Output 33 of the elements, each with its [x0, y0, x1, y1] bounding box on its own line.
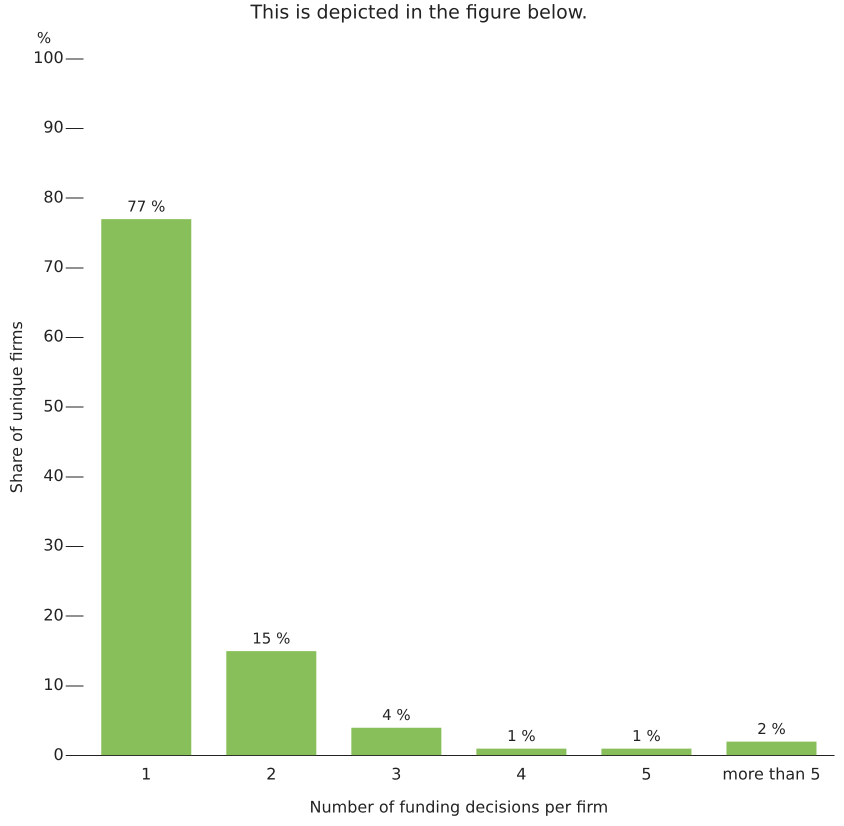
x-tick-label: 5: [641, 764, 652, 784]
y-tick-label: 40: [43, 466, 64, 486]
y-tick-label: 10: [43, 675, 64, 694]
bar: [601, 748, 692, 756]
x-tick-label: 4: [516, 764, 526, 784]
y-tick-label: 30: [43, 536, 64, 555]
y-axis-title: Share of unique firms: [6, 321, 26, 494]
x-tick-label: 1: [141, 764, 152, 784]
bar: [351, 728, 442, 756]
y-tick-label: 70: [43, 256, 64, 276]
y-tick-label: 0: [54, 744, 64, 764]
x-tick-label: 2: [266, 764, 276, 784]
bar: [101, 219, 192, 756]
data-label: 1 %: [507, 727, 536, 746]
y-tick-label: 60: [43, 326, 64, 346]
bar: [226, 651, 316, 756]
y-tick-label: 20: [43, 605, 64, 624]
text: %: [36, 29, 52, 48]
bar: [726, 742, 816, 756]
y-tick-label: 50: [43, 396, 64, 416]
data-label: 2 %: [757, 720, 786, 738]
x-axis-title: Number of funding decisions per firm: [309, 798, 608, 817]
x-tick-label: 3: [391, 764, 402, 784]
chart-title: This is depicted in the figure below.: [249, 1, 588, 24]
y-tick-label: 90: [43, 118, 64, 137]
data-label: 1 %: [632, 727, 661, 746]
data-label: 77 %: [127, 197, 166, 216]
y-tick-label: 80: [43, 187, 64, 206]
data-label: 15 %: [252, 629, 290, 648]
bar: [476, 748, 566, 756]
y-tick-label: 100: [33, 48, 64, 67]
data-label: 4 %: [382, 706, 411, 724]
x-tick-label: more than 5: [722, 764, 821, 784]
